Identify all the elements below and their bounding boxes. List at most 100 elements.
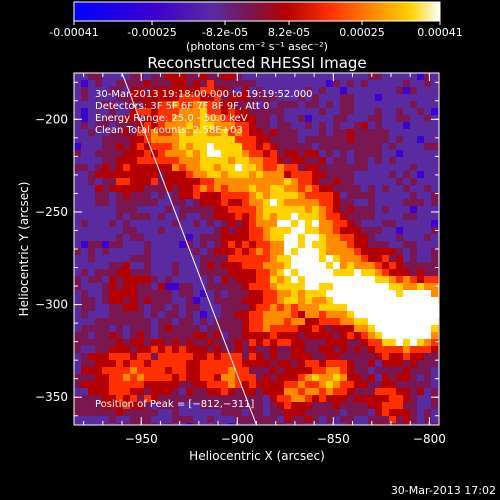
- heatmap-cell: [375, 136, 382, 143]
- heatmap-cell: [319, 164, 326, 171]
- heatmap-cell: [263, 87, 270, 94]
- heatmap-cell: [403, 143, 410, 150]
- heatmap-cell: [102, 206, 109, 213]
- heatmap-cell: [396, 409, 403, 416]
- heatmap-cell: [151, 388, 158, 395]
- heatmap-cell: [95, 129, 102, 136]
- heatmap-cell: [165, 241, 172, 248]
- heatmap-cell: [291, 94, 298, 101]
- heatmap-cell: [123, 304, 130, 311]
- heatmap-cell: [179, 185, 186, 192]
- heatmap-cell: [431, 206, 438, 213]
- heatmap-cell: [116, 164, 123, 171]
- heatmap-cell: [424, 157, 431, 164]
- heatmap-cell: [333, 395, 340, 402]
- heatmap-cell: [291, 199, 298, 206]
- heatmap-cell: [431, 332, 438, 339]
- heatmap-cell: [200, 367, 207, 374]
- heatmap-cell: [256, 318, 263, 325]
- heatmap-cell: [88, 318, 95, 325]
- heatmap-cell: [396, 199, 403, 206]
- heatmap-cell: [200, 339, 207, 346]
- heatmap-cell: [165, 311, 172, 318]
- heatmap-cell: [431, 80, 438, 87]
- heatmap-cell: [298, 115, 305, 122]
- heatmap-cell: [354, 213, 361, 220]
- heatmap-cell: [235, 283, 242, 290]
- heatmap-cell: [375, 192, 382, 199]
- heatmap-cell: [74, 80, 81, 87]
- heatmap-cell: [326, 395, 333, 402]
- heatmap-cell: [158, 269, 165, 276]
- heatmap-cell: [312, 290, 319, 297]
- heatmap-cell: [144, 150, 151, 157]
- heatmap-cell: [172, 332, 179, 339]
- heatmap-cell: [193, 199, 200, 206]
- heatmap-cell: [165, 395, 172, 402]
- heatmap-cell: [431, 143, 438, 150]
- heatmap-cell: [228, 213, 235, 220]
- heatmap-cell: [305, 80, 312, 87]
- heatmap-cell: [347, 332, 354, 339]
- heatmap-cell: [396, 101, 403, 108]
- heatmap-cell: [305, 164, 312, 171]
- heatmap-cell: [81, 381, 88, 388]
- heatmap-cell: [354, 80, 361, 87]
- heatmap-cell: [193, 73, 200, 80]
- heatmap-cell: [130, 108, 137, 115]
- heatmap-cell: [95, 164, 102, 171]
- heatmap-cell: [74, 367, 81, 374]
- heatmap-cell: [214, 339, 221, 346]
- heatmap-cell: [214, 325, 221, 332]
- heatmap-cell: [221, 388, 228, 395]
- heatmap-cell: [165, 360, 172, 367]
- heatmap-cell: [235, 192, 242, 199]
- heatmap-cell: [389, 374, 396, 381]
- heatmap-cell: [340, 220, 347, 227]
- heatmap-cell: [382, 171, 389, 178]
- colorbar-tick-label-4: 0.00025: [339, 26, 385, 39]
- heatmap-cell: [88, 220, 95, 227]
- heatmap-cell: [284, 255, 291, 262]
- heatmap-cell: [256, 367, 263, 374]
- heatmap-cell: [389, 339, 396, 346]
- heatmap-cell: [95, 374, 102, 381]
- heatmap-cell: [305, 115, 312, 122]
- heatmap-cell: [109, 101, 116, 108]
- heatmap-cell: [375, 374, 382, 381]
- heatmap-cell: [263, 297, 270, 304]
- heatmap-cell: [165, 101, 172, 108]
- heatmap-cell: [165, 304, 172, 311]
- heatmap-cell: [172, 339, 179, 346]
- heatmap-cell: [137, 304, 144, 311]
- heatmap-cell: [284, 367, 291, 374]
- heatmap-cell: [165, 213, 172, 220]
- heatmap-cell: [389, 318, 396, 325]
- heatmap-cell: [228, 255, 235, 262]
- heatmap-cell: [291, 157, 298, 164]
- heatmap-cell: [81, 192, 88, 199]
- heatmap-cell: [249, 388, 256, 395]
- heatmap-cell: [200, 353, 207, 360]
- heatmap-cell: [333, 73, 340, 80]
- heatmap-cell: [270, 157, 277, 164]
- heatmap-cell: [417, 353, 424, 360]
- heatmap-cell: [130, 381, 137, 388]
- heatmap-cell: [326, 360, 333, 367]
- heatmap-cell: [312, 213, 319, 220]
- heatmap-cell: [74, 108, 81, 115]
- heatmap-cell: [389, 206, 396, 213]
- heatmap-cell: [396, 416, 403, 423]
- heatmap-cell: [144, 94, 151, 101]
- heatmap-cell: [312, 248, 319, 255]
- heatmap-cell: [298, 129, 305, 136]
- heatmap-cell: [312, 332, 319, 339]
- heatmap-cell: [123, 129, 130, 136]
- heatmap-cell: [270, 402, 277, 409]
- heatmap-cell: [144, 311, 151, 318]
- heatmap-cell: [102, 164, 109, 171]
- heatmap-cell: [81, 164, 88, 171]
- heatmap-cell: [291, 178, 298, 185]
- heatmap-cell: [235, 276, 242, 283]
- heatmap-cell: [249, 185, 256, 192]
